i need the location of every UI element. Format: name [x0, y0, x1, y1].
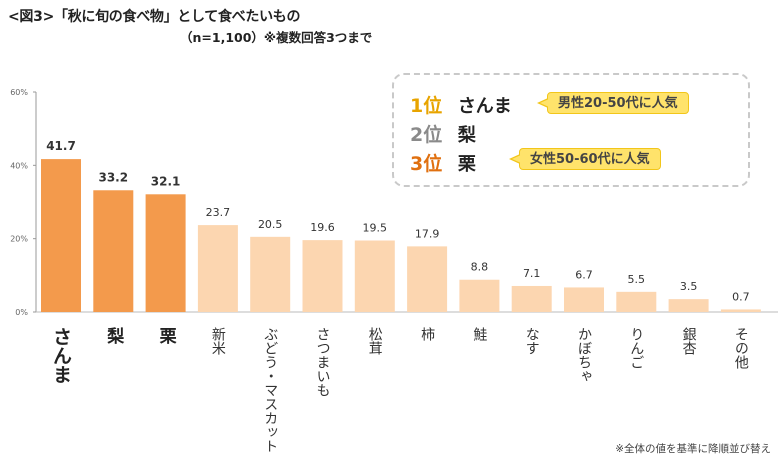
bar	[407, 246, 448, 312]
y-tick-label: 0%	[15, 308, 28, 317]
data-label: 8.8	[471, 261, 489, 274]
bar	[41, 159, 81, 312]
category-label: 柿	[419, 326, 435, 341]
category-label: その他	[733, 327, 749, 370]
data-label: 0.7	[732, 290, 750, 303]
data-label: 20.5	[258, 218, 283, 231]
bar	[459, 279, 500, 312]
chart-subtitle: （n=1,100）※複数回答3つまで	[180, 30, 373, 45]
bar	[511, 285, 552, 312]
category-label: かぼちゃ	[576, 327, 592, 383]
footnote: ※全体の値を基準に降順並び替え	[615, 443, 771, 455]
bar	[564, 287, 604, 312]
category-label: さんま	[50, 327, 72, 384]
data-label: 6.7	[575, 268, 593, 281]
rank-1-item: さんま	[457, 96, 512, 117]
data-label: 19.6	[310, 221, 335, 234]
bar	[668, 299, 709, 312]
data-label: 32.1	[151, 174, 181, 188]
category-label: ぶどう・マスカット	[262, 327, 278, 453]
callout-female: 女性50-60代に人気	[509, 148, 661, 170]
data-label: 17.9	[415, 227, 440, 240]
category-label: さつまいも	[315, 327, 331, 397]
data-label: 41.7	[46, 139, 76, 153]
data-label: 5.5	[628, 273, 646, 286]
category-label: 栗	[156, 327, 177, 345]
data-label: 33.2	[98, 170, 128, 184]
rank-3-item: 栗	[457, 154, 476, 175]
category-label: 銀杏	[681, 327, 697, 355]
bar	[145, 194, 186, 312]
rank-2-item: 梨	[457, 125, 476, 146]
bar	[302, 240, 343, 312]
rank-line-2: 2位 梨	[410, 120, 476, 147]
bar	[197, 225, 238, 312]
bar	[354, 240, 395, 312]
bar	[616, 291, 657, 312]
data-label: 19.5	[363, 222, 388, 235]
category-label: 梨	[103, 326, 125, 345]
category-label: 鮭	[471, 327, 487, 342]
category-label: なす	[524, 327, 540, 355]
rank-line-1: 1位 さんま	[410, 91, 512, 118]
y-tick-label: 60%	[10, 88, 28, 97]
y-tick-label: 20%	[10, 235, 28, 244]
category-label: りんご	[628, 327, 644, 369]
rank-2-label: 2位	[410, 124, 443, 146]
category-label: 新米	[210, 327, 226, 355]
data-label: 3.5	[680, 280, 698, 293]
rank-1-label: 1位	[410, 95, 443, 117]
data-label: 23.7	[206, 206, 231, 219]
ranking-box: 1位 さんま 2位 梨 3位 栗 男性20-50代に人気 女性50-60代に人気	[392, 73, 750, 187]
rank-3-label: 3位	[410, 153, 443, 175]
callout-male: 男性20-50代に人気	[537, 92, 689, 114]
rank-line-3: 3位 栗	[410, 149, 476, 176]
bar	[720, 309, 761, 312]
category-label: 松茸	[367, 327, 383, 355]
data-label: 7.1	[523, 267, 541, 280]
chart-title: <図3>「秋に旬の食べ物」として食べたいもの	[8, 9, 301, 25]
bar	[93, 190, 134, 312]
bar	[250, 236, 291, 312]
y-tick-label: 40%	[10, 161, 28, 170]
